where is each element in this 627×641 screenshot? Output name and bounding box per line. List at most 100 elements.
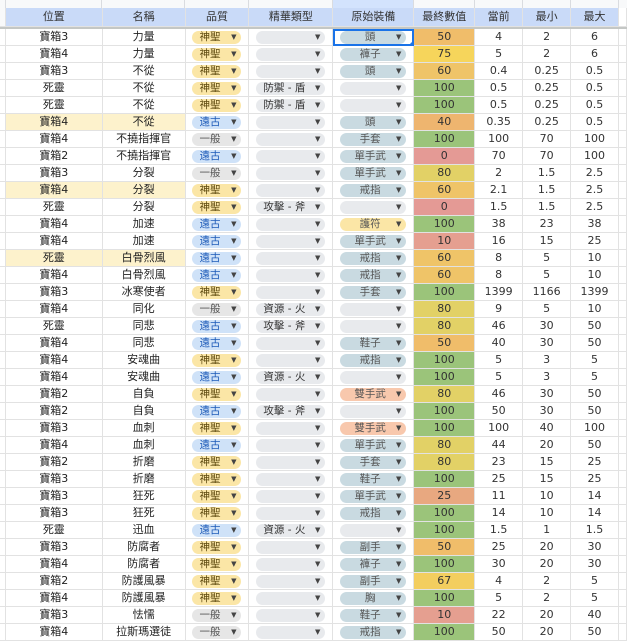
min-cell[interactable]: 0.25 — [522, 79, 572, 97]
min-cell[interactable]: 15 — [522, 453, 572, 471]
quality-cell[interactable]: 遠古 ▼ — [185, 147, 250, 165]
location-cell[interactable]: 寶箱3 — [5, 62, 103, 80]
dropdown-arrow-icon[interactable]: ▼ — [395, 270, 402, 279]
quality-dropdown[interactable]: 遠古 ▼ — [192, 217, 242, 231]
quality-dropdown[interactable]: 一般 ▼ — [192, 166, 242, 180]
max-cell[interactable]: 0.5 — [570, 79, 619, 97]
current-cell[interactable]: 0.5 — [474, 79, 524, 97]
current-cell[interactable]: 5 — [474, 368, 524, 386]
original-equipment-dropdown[interactable]: ▼ — [340, 81, 407, 95]
dropdown-arrow-icon[interactable]: ▼ — [231, 100, 237, 109]
dropdown-arrow-icon[interactable]: ▼ — [395, 168, 402, 177]
header-final-value[interactable]: 最終數值 — [413, 8, 476, 27]
original-equipment-dropdown[interactable]: 單手武 ▼ — [340, 234, 407, 248]
location-cell[interactable]: 寶箱4 — [5, 300, 103, 318]
dropdown-arrow-icon[interactable]: ▼ — [395, 542, 402, 551]
location-cell[interactable]: 寶箱4 — [5, 351, 103, 369]
final-value-cell[interactable]: 10 — [413, 232, 476, 250]
empty-cell[interactable] — [618, 453, 627, 471]
dropdown-arrow-icon[interactable]: ▼ — [315, 32, 321, 41]
empty-cell[interactable] — [618, 96, 627, 114]
dropdown-arrow-icon[interactable]: ▼ — [231, 355, 237, 364]
name-cell[interactable]: 防護風暴 — [102, 572, 186, 590]
max-cell[interactable]: 100 — [570, 147, 619, 165]
quality-cell[interactable]: 遠古 ▼ — [185, 402, 250, 420]
name-cell[interactable]: 折磨 — [102, 470, 186, 488]
dropdown-arrow-icon[interactable]: ▼ — [315, 83, 321, 92]
dropdown-arrow-icon[interactable]: ▼ — [315, 219, 321, 228]
empty-cell[interactable] — [618, 232, 627, 250]
quality-dropdown[interactable]: 一般 ▼ — [192, 302, 242, 316]
max-cell[interactable]: 5 — [570, 351, 619, 369]
header-name[interactable]: 名稱 — [102, 8, 186, 27]
location-cell[interactable]: 寶箱2 — [5, 402, 103, 420]
min-cell[interactable]: 2 — [522, 572, 572, 590]
original-equipment-cell[interactable]: ▼ — [332, 79, 415, 97]
essence-type-dropdown[interactable]: 資源 - 火 ▼ — [256, 370, 326, 384]
original-equipment-dropdown[interactable]: ▼ — [340, 370, 407, 384]
quality-cell[interactable]: 神聖 ▼ — [185, 555, 250, 573]
max-cell[interactable]: 50 — [570, 385, 619, 403]
quality-cell[interactable]: 神聖 ▼ — [185, 96, 250, 114]
current-cell[interactable]: 30 — [474, 555, 524, 573]
essence-type-dropdown[interactable]: ▼ — [256, 608, 326, 622]
dropdown-arrow-icon[interactable]: ▼ — [231, 287, 237, 296]
essence-type-cell[interactable]: 防禦 - 盾 ▼ — [248, 96, 334, 114]
quality-cell[interactable]: 神聖 ▼ — [185, 29, 250, 46]
min-cell[interactable]: 30 — [522, 385, 572, 403]
essence-type-dropdown[interactable]: ▼ — [256, 591, 326, 605]
essence-type-cell[interactable]: ▼ — [248, 266, 334, 284]
empty-cell[interactable] — [618, 368, 627, 386]
original-equipment-cell[interactable]: 單手武 ▼ — [332, 147, 415, 165]
min-cell[interactable]: 5 — [522, 300, 572, 318]
current-cell[interactable]: 9 — [474, 300, 524, 318]
min-cell[interactable]: 2 — [522, 29, 572, 46]
empty-cell[interactable] — [618, 317, 627, 335]
location-cell[interactable]: 寶箱4 — [5, 266, 103, 284]
min-cell[interactable]: 30 — [522, 334, 572, 352]
dropdown-arrow-icon[interactable]: ▼ — [231, 542, 237, 551]
name-cell[interactable]: 同化 — [102, 300, 186, 318]
original-equipment-cell[interactable]: 副手 ▼ — [332, 572, 415, 590]
name-cell[interactable]: 防腐者 — [102, 555, 186, 573]
location-cell[interactable]: 寶箱4 — [5, 589, 103, 607]
original-equipment-dropdown[interactable]: 手套 ▼ — [340, 455, 407, 469]
final-value-cell[interactable]: 100 — [413, 283, 476, 301]
dropdown-arrow-icon[interactable]: ▼ — [231, 219, 237, 228]
essence-type-cell[interactable]: 防禦 - 盾 ▼ — [248, 79, 334, 97]
essence-type-cell[interactable]: ▼ — [248, 29, 334, 46]
original-equipment-dropdown[interactable]: ▼ — [340, 98, 407, 112]
essence-type-dropdown[interactable]: ▼ — [256, 234, 326, 248]
dropdown-arrow-icon[interactable]: ▼ — [315, 610, 321, 619]
name-cell[interactable]: 自負 — [102, 385, 186, 403]
original-equipment-cell[interactable]: 手套 ▼ — [332, 283, 415, 301]
quality-dropdown[interactable]: 神聖 ▼ — [192, 387, 242, 401]
original-equipment-dropdown[interactable]: 胸 ▼ — [340, 591, 407, 605]
current-cell[interactable]: 25 — [474, 538, 524, 556]
current-cell[interactable]: 5 — [474, 351, 524, 369]
empty-cell[interactable] — [618, 606, 627, 624]
quality-dropdown[interactable]: 神聖 ▼ — [192, 47, 242, 61]
original-equipment-dropdown[interactable]: 戒指 ▼ — [340, 625, 407, 639]
name-cell[interactable]: 力量 — [102, 45, 186, 63]
min-cell[interactable]: 3 — [522, 351, 572, 369]
max-cell[interactable]: 0.5 — [570, 96, 619, 114]
dropdown-arrow-icon[interactable]: ▼ — [395, 576, 402, 585]
quality-dropdown[interactable]: 神聖 ▼ — [192, 285, 242, 299]
name-cell[interactable]: 自負 — [102, 402, 186, 420]
max-cell[interactable]: 2.5 — [570, 181, 619, 199]
quality-dropdown[interactable]: 遠古 ▼ — [192, 438, 242, 452]
final-value-cell[interactable]: 100 — [413, 130, 476, 148]
quality-dropdown[interactable]: 遠古 ▼ — [192, 149, 242, 163]
original-equipment-cell[interactable]: 戒指 ▼ — [332, 623, 415, 641]
dropdown-arrow-icon[interactable]: ▼ — [315, 202, 321, 211]
quality-cell[interactable]: 神聖 ▼ — [185, 589, 250, 607]
dropdown-arrow-icon[interactable]: ▼ — [315, 168, 321, 177]
original-equipment-cell[interactable]: ▼ — [332, 368, 415, 386]
min-cell[interactable]: 20 — [522, 606, 572, 624]
essence-type-cell[interactable]: ▼ — [248, 334, 334, 352]
empty-cell[interactable] — [618, 487, 627, 505]
location-cell[interactable]: 寶箱4 — [5, 623, 103, 641]
dropdown-arrow-icon[interactable]: ▼ — [395, 185, 402, 194]
max-cell[interactable]: 40 — [570, 606, 619, 624]
